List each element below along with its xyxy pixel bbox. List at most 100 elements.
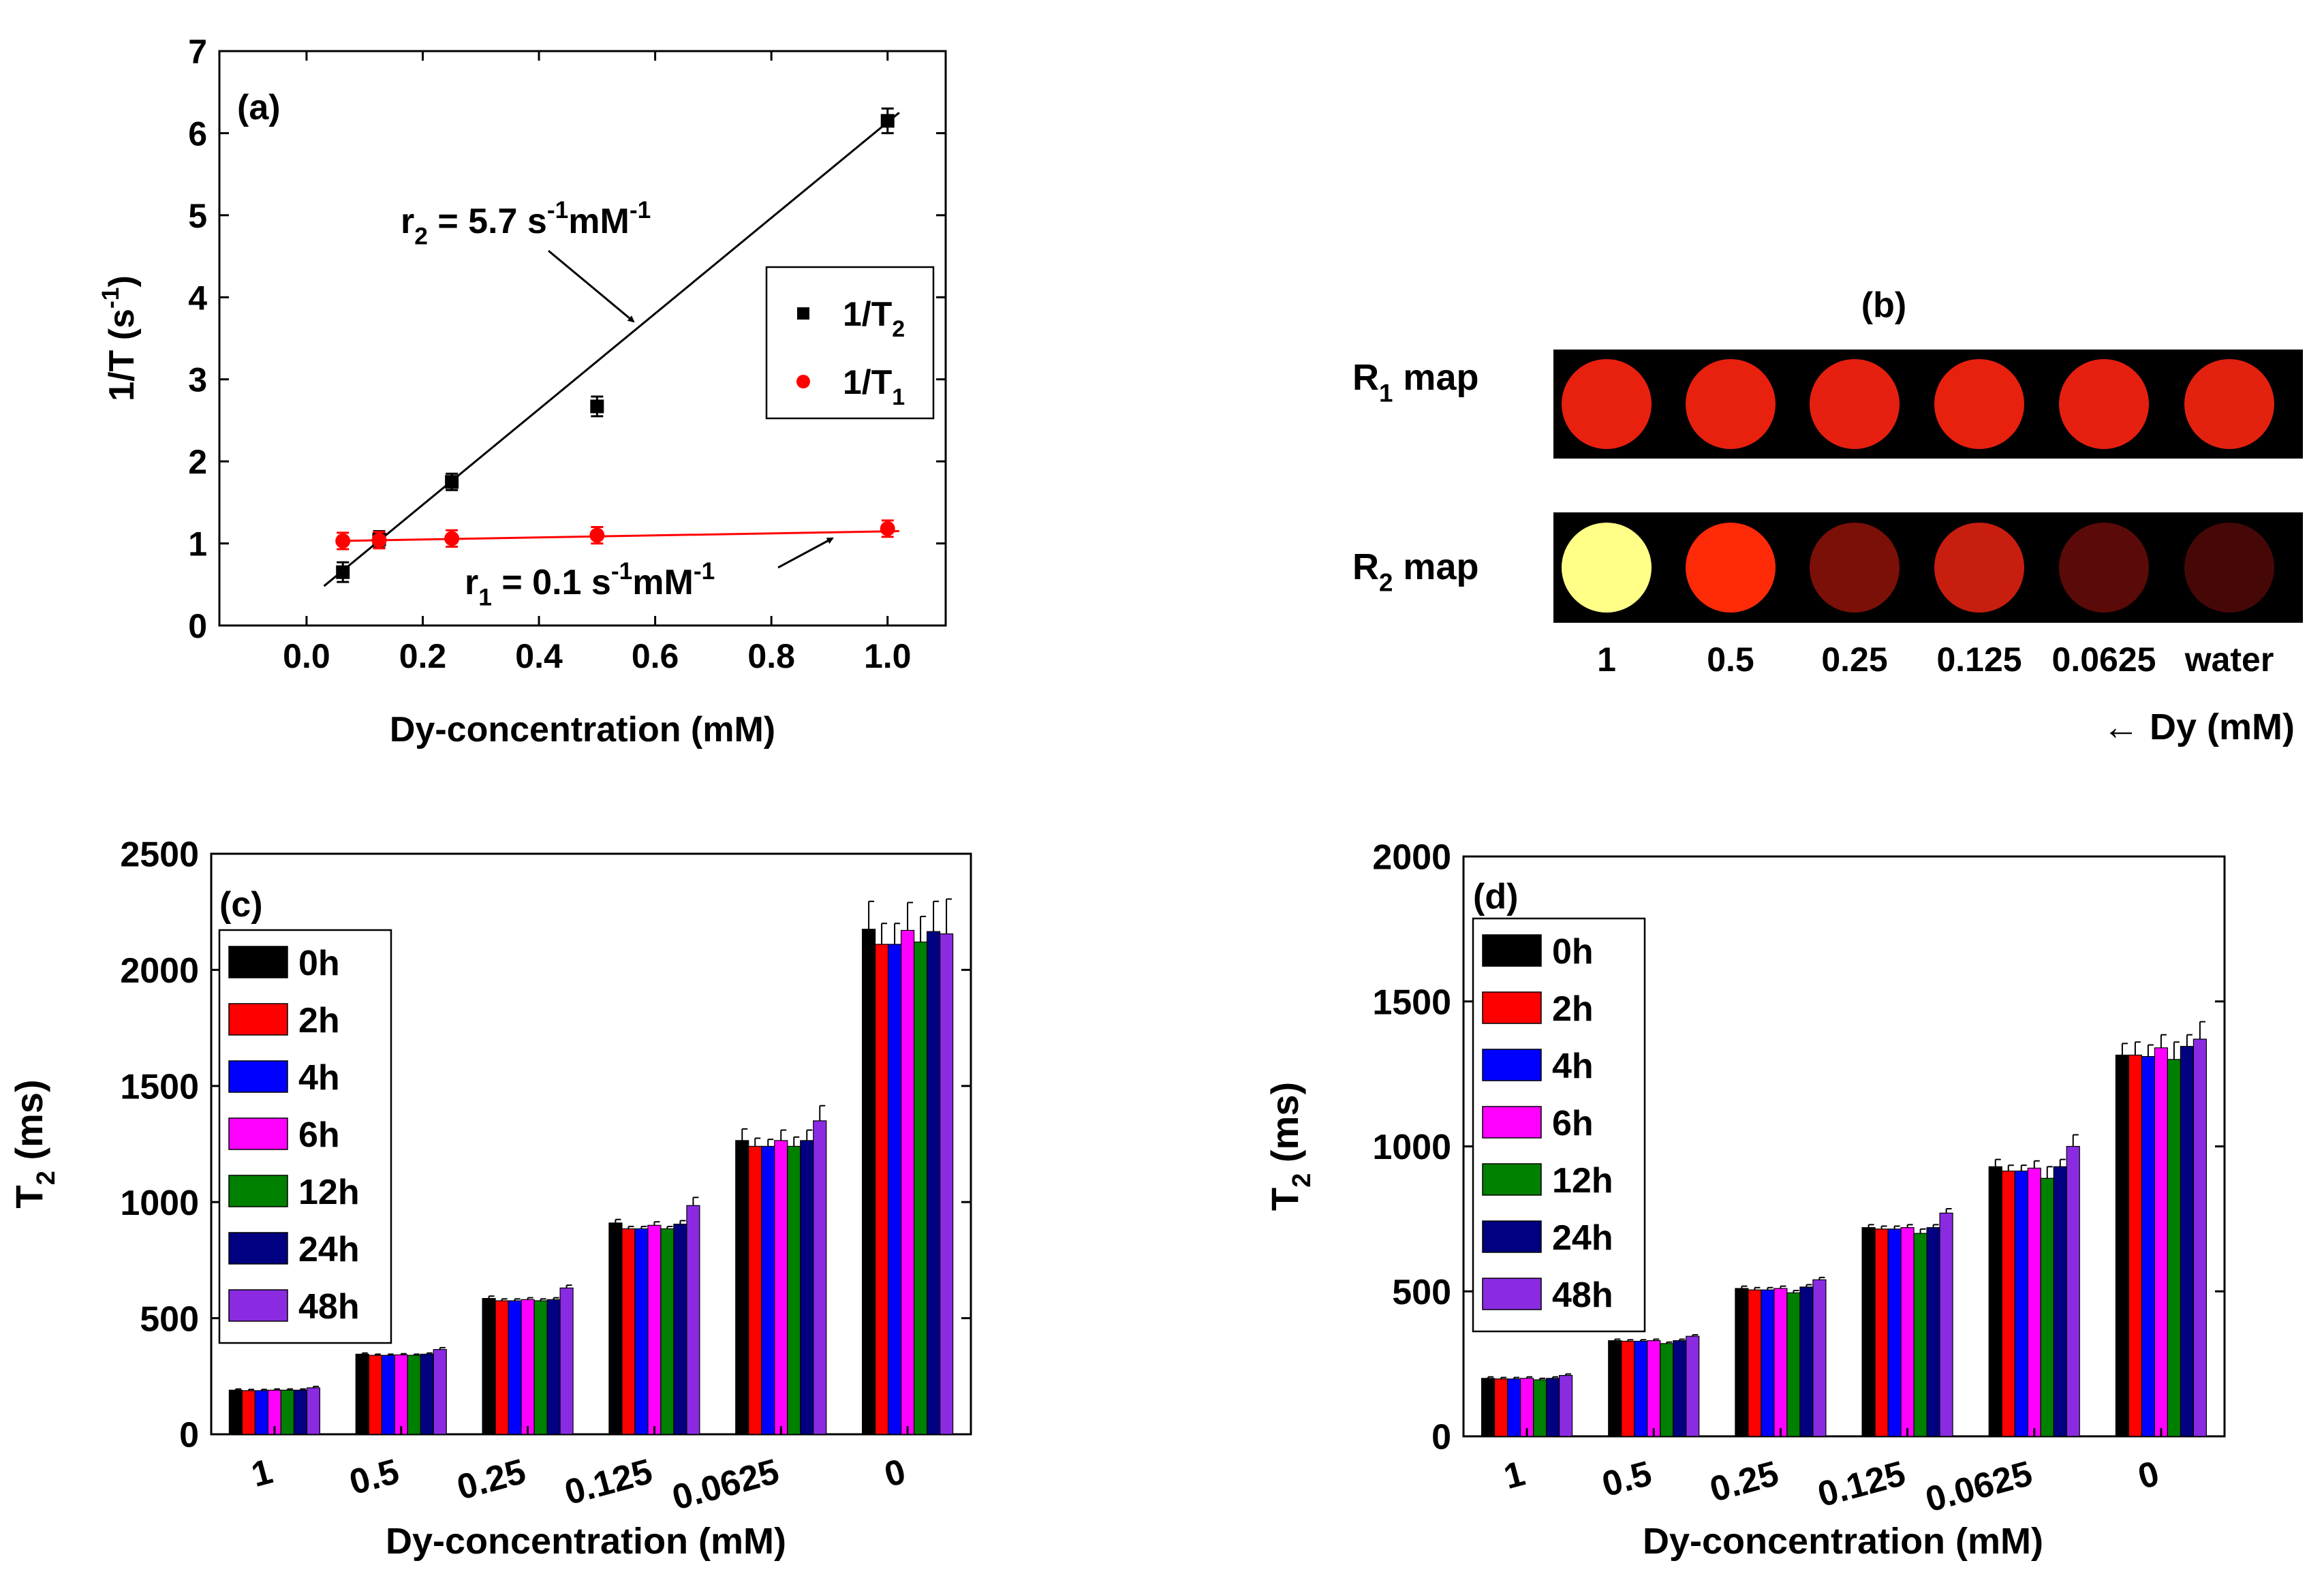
d-bar-48h <box>2193 1038 2207 1437</box>
a-xtick-label: 0.8 <box>747 637 795 675</box>
a-annotation-r2-part-3: -1 <box>547 197 568 223</box>
c-legend-label: 0h <box>298 944 340 983</box>
d-legend-label: 6h <box>1552 1104 1594 1143</box>
d-legend-label: 4h <box>1552 1047 1594 1086</box>
c-bar-48h <box>433 1349 447 1435</box>
c-ytick-label: 2000 <box>120 951 199 991</box>
b-sample-well <box>1810 359 1900 449</box>
a-annotation-r2-part-1: 2 <box>414 223 428 250</box>
b-sample-well <box>2184 523 2274 613</box>
d-bar-0h <box>1481 1378 1496 1437</box>
b-column-label: 0.0625 <box>2052 640 2156 679</box>
c-bar-0h <box>861 929 876 1435</box>
d-legend-label: 24h <box>1552 1218 1613 1258</box>
a-annotation-r2-part-4: mM <box>568 202 630 241</box>
c-bar-12h <box>407 1355 421 1435</box>
c-bar-2h <box>874 944 889 1435</box>
d-xtick-label: 0.0625 <box>1921 1454 2036 1520</box>
b-map-strip-row-2 <box>1553 512 2303 623</box>
c-legend-label: 4h <box>298 1058 340 1098</box>
d-ytick-label: 1000 <box>1372 1128 1451 1167</box>
a-legend-marker <box>797 307 809 320</box>
plot-frame-a <box>218 50 947 627</box>
d-bar-48h <box>1939 1212 1953 1437</box>
b-sample-well <box>2184 359 2274 449</box>
c-xtick-label: 0.25 <box>453 1452 530 1508</box>
c-xtick-label: 1 <box>247 1452 277 1496</box>
panel-c-bar-chart: 0 500 1000 1500 2000 2500 1 0.5 0.25 0.125 0.0625 0… <box>7 835 972 1562</box>
b-row-label: R2 map <box>1352 546 1478 596</box>
b-sample-well <box>1934 523 2024 613</box>
a-panel-label: (a) <box>237 88 281 127</box>
c-ytick-label: 0 <box>179 1416 199 1455</box>
c-bar-6h <box>394 1354 408 1435</box>
c-legend-swatch <box>228 1232 288 1265</box>
d-bar-48h <box>1558 1375 1573 1437</box>
a-annotation-r1: r1 = 0.1 s-1mM-1 <box>465 558 715 611</box>
d-legend-swatch <box>1482 991 1542 1024</box>
c-bar-0h <box>482 1298 496 1435</box>
a-point-1/T1 <box>371 532 387 548</box>
d-bar-24h <box>1545 1378 1560 1437</box>
b-sample-well <box>1810 523 1900 613</box>
b-sample-well <box>1686 359 1776 449</box>
d-bar-24h <box>1673 1340 1687 1437</box>
d-xtick-label: 0 <box>2134 1454 2163 1498</box>
d-bar-0h <box>1861 1227 1876 1437</box>
d-ytick-label: 1500 <box>1372 983 1451 1022</box>
c-ytick-label: 2500 <box>120 835 199 875</box>
d-bar-12h <box>1532 1379 1547 1437</box>
c-bar-12h <box>660 1228 675 1435</box>
d-bar-2h <box>1493 1378 1508 1437</box>
c-ytick-label: 1500 <box>120 1068 199 1107</box>
a-legend-box <box>765 266 935 420</box>
d-bar-12h <box>1660 1343 1674 1437</box>
c-bar-2h <box>241 1390 256 1435</box>
c-bar-4h <box>381 1355 395 1435</box>
a-xtick-label: 0.0 <box>283 637 330 675</box>
d-bar-6h <box>1519 1378 1534 1437</box>
a-annotation-r1-part-5: -1 <box>694 558 715 585</box>
a-legend-marker <box>796 375 810 388</box>
c-bar-4h <box>508 1300 522 1435</box>
d-legend-swatch <box>1482 1220 1542 1253</box>
c-bar-4h <box>761 1145 775 1435</box>
c-bar-4h <box>254 1390 269 1435</box>
a-point-1/T2 <box>445 475 459 489</box>
d-legend-label: 2h <box>1552 989 1594 1029</box>
d-bar-4h <box>1887 1229 1902 1437</box>
b-sample-well <box>1562 523 1652 613</box>
d-bar-24h <box>2180 1046 2195 1437</box>
b-sample-well <box>2059 359 2149 449</box>
d-bar-4h <box>1634 1340 1648 1437</box>
c-bar-6h <box>900 929 915 1435</box>
d-panel-label: (d) <box>1473 877 1518 916</box>
c-xtick-label: 0 <box>880 1452 910 1496</box>
d-y-axis-label-part-1: 2 <box>1288 1173 1316 1188</box>
a-annotation-r1-part-0: r <box>465 563 478 602</box>
c-bar-12h <box>913 941 928 1435</box>
c-y-axis-label: T2 (ms) <box>7 1079 61 1208</box>
c-bar-0h <box>608 1222 623 1435</box>
b-row-label: R1 map <box>1352 357 1478 407</box>
c-bar-24h <box>673 1223 687 1435</box>
a-y-axis-label-part-1: -1 <box>97 288 124 309</box>
d-bar-6h <box>2154 1047 2169 1437</box>
a-arrow-r2 <box>548 249 635 323</box>
b-row-label-part-0: R <box>1352 546 1379 587</box>
c-legend-swatch <box>228 1289 288 1322</box>
d-xtick-label: 1 <box>1500 1454 1529 1498</box>
d-bar-4h <box>2014 1171 2028 1437</box>
d-y-axis-label-part-0: T <box>1263 1188 1306 1211</box>
b-sample-well <box>1934 359 2024 449</box>
d-bar-4h <box>2141 1055 2156 1437</box>
c-bar-2h <box>495 1300 509 1435</box>
a-annotation-r1-part-1: 1 <box>478 585 492 611</box>
b-row-label-part-0: R <box>1352 357 1379 398</box>
a-y-axis-label-part-2: ) <box>102 275 142 287</box>
a-point-1/T2 <box>336 565 350 579</box>
d-bar-2h <box>1748 1289 1762 1437</box>
d-bar-24h <box>2053 1166 2067 1437</box>
c-y-axis-label-part-1: 2 <box>32 1171 61 1185</box>
